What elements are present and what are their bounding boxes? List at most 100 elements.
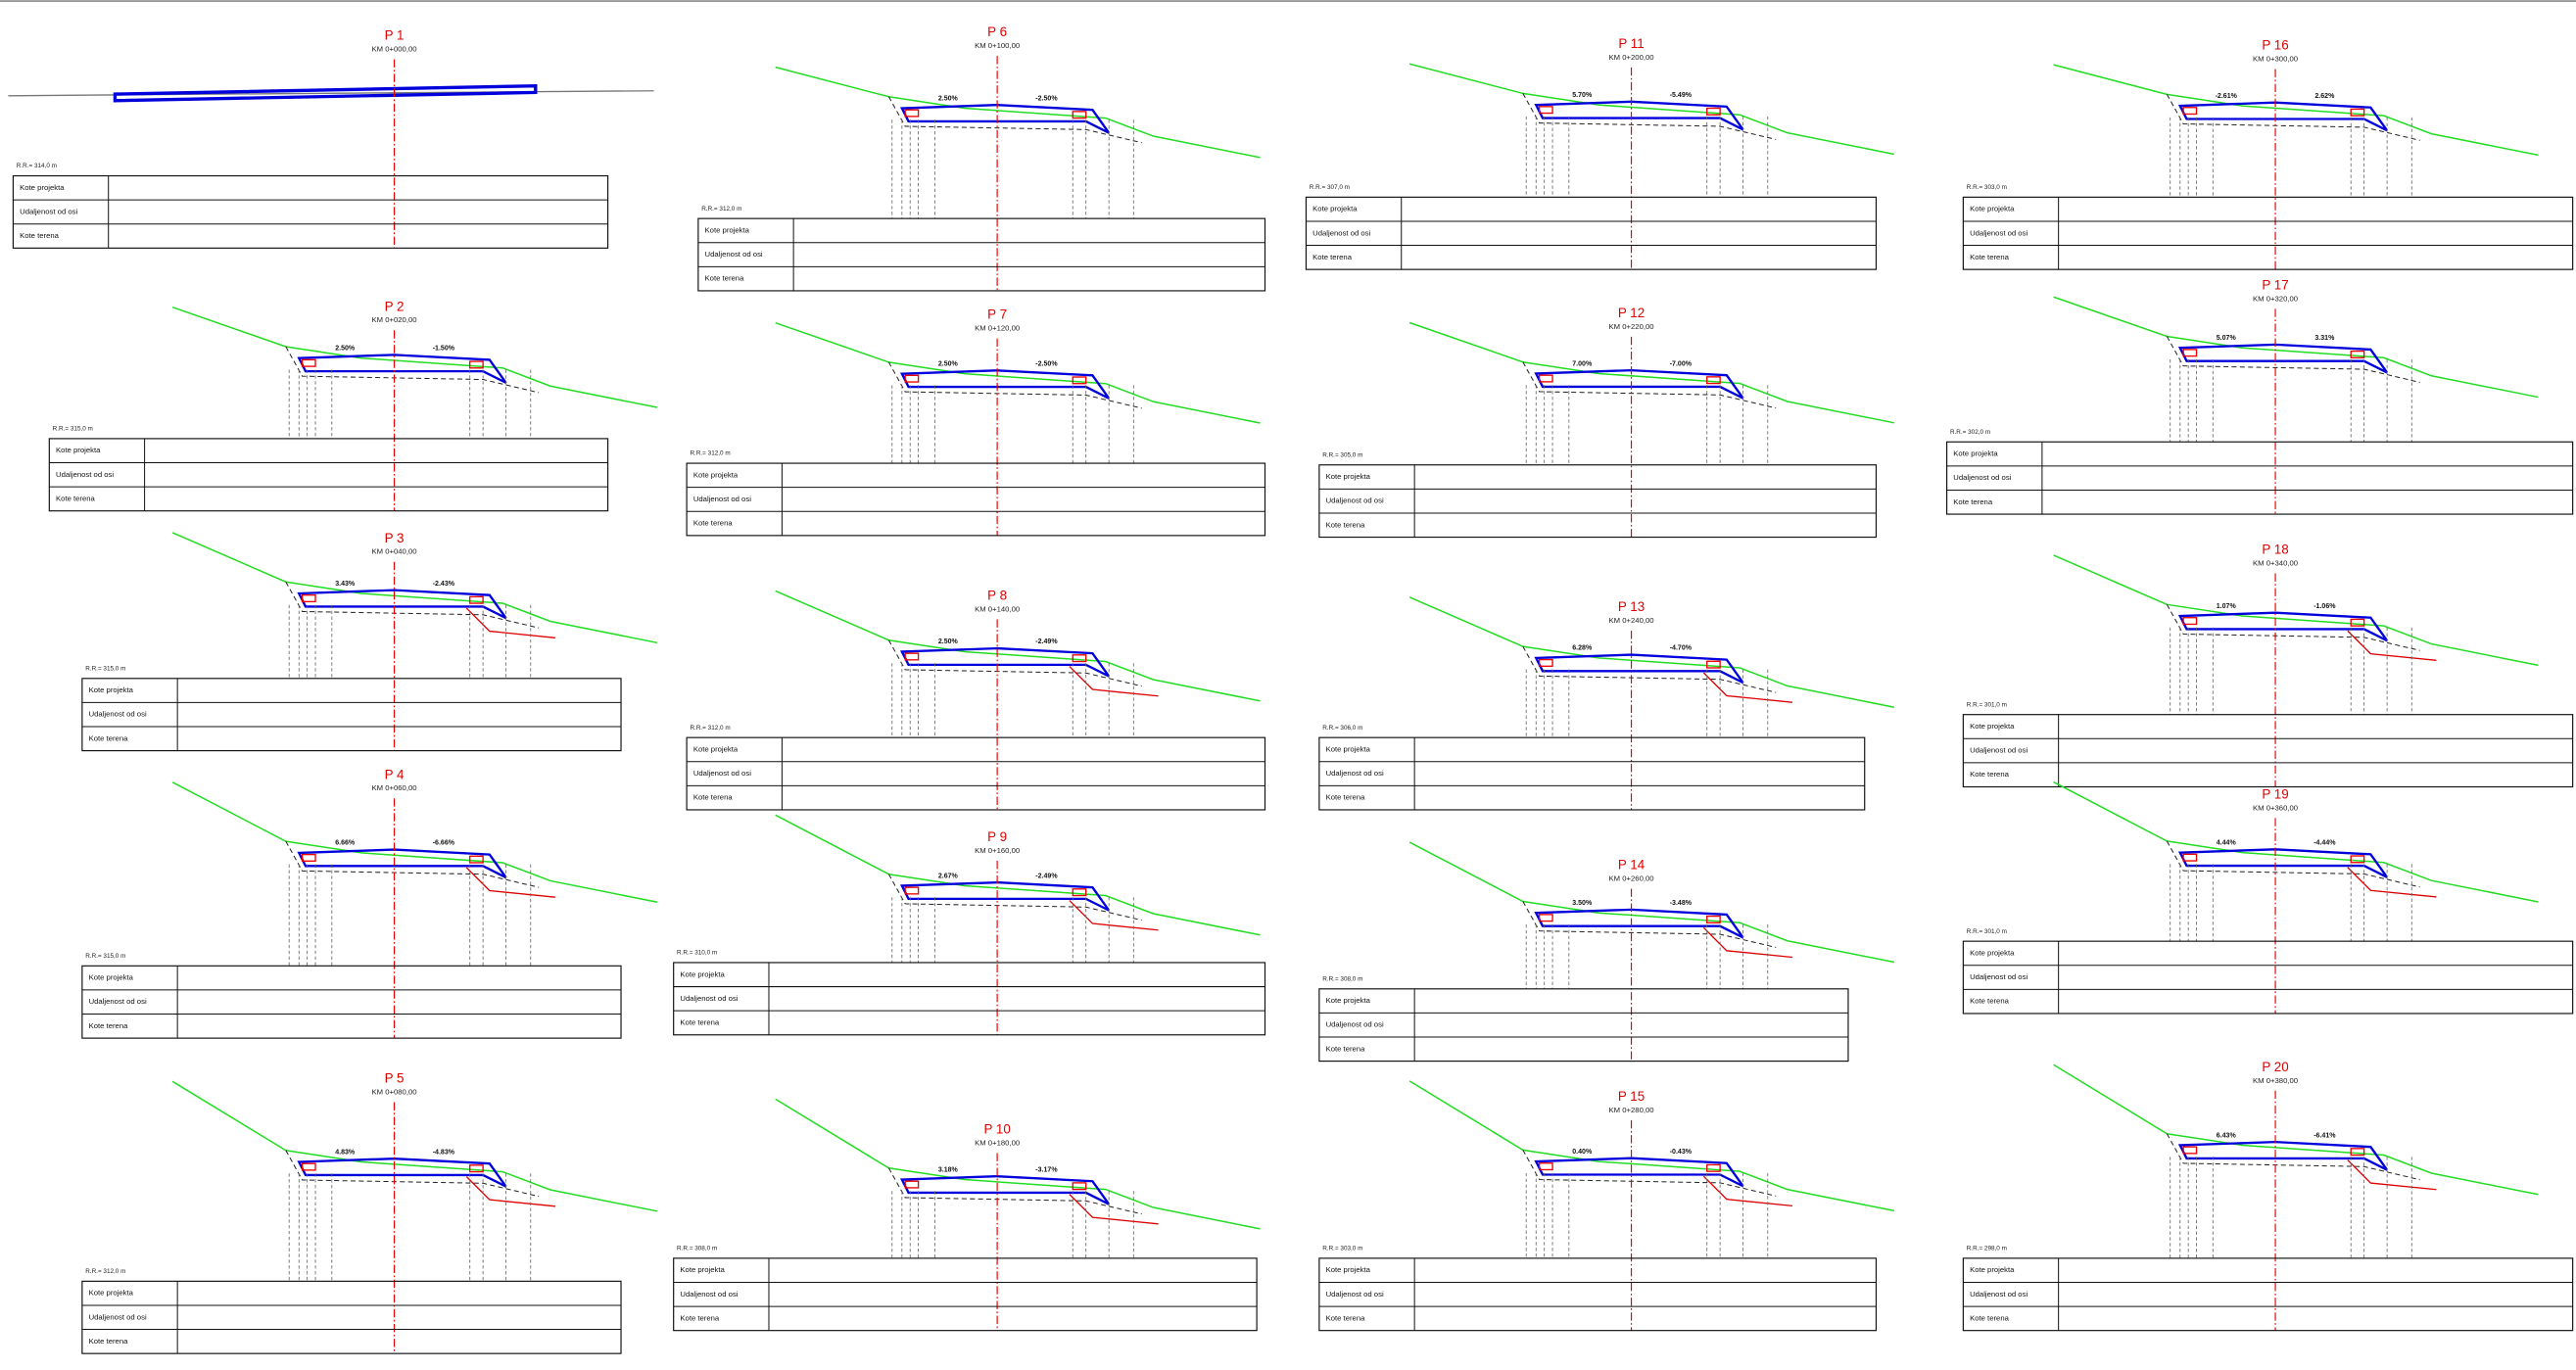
curb [1072, 1182, 1087, 1191]
slope-label: 6.43% [2217, 1132, 2237, 1139]
table-frame [1962, 1257, 2574, 1332]
profile-km: KM 0+340,00 [2253, 558, 2298, 567]
table-row-label: Kote projekta [693, 745, 739, 754]
slope-label: -2.50% [1035, 360, 1058, 367]
table-row-label: Kote projekta [1970, 205, 2015, 213]
profile-title: P 6 [987, 24, 1007, 39]
road-body [899, 1175, 1111, 1205]
curb [904, 374, 920, 383]
curb [2182, 617, 2198, 626]
road-body [899, 103, 1111, 134]
road-body [899, 880, 1111, 912]
terrain-line [171, 1080, 658, 1212]
cut-slope [887, 639, 1142, 687]
profile-km: KM 0+160,00 [975, 846, 1020, 855]
profile-km: KM 0+280,00 [1609, 1106, 1654, 1114]
subgrade-line [1702, 1175, 1792, 1207]
profile-km: KM 0+320,00 [2253, 294, 2298, 303]
profile-title: P 12 [1618, 306, 1645, 320]
slope-label: 6.66% [335, 840, 356, 847]
table-row-label: Udaljenost od osi [680, 1290, 738, 1299]
table-row-label: Kote terena [680, 1313, 720, 1322]
table-frame [1305, 196, 1878, 270]
datum-label: R.R.= 315,0 m [53, 426, 93, 433]
road-body [2177, 1140, 2389, 1171]
terrain-line [775, 66, 1261, 159]
curb [1072, 888, 1087, 897]
cut-slope [2166, 840, 2420, 888]
terrain-line [2053, 296, 2539, 399]
table-row-label: Kote terena [1970, 770, 2010, 779]
table-frame [1318, 1257, 1878, 1332]
profile-km: KM 0+140,00 [975, 604, 1020, 613]
curb [2350, 350, 2365, 358]
curb [1538, 658, 1553, 667]
table-row-label: Udaljenost od osi [1970, 972, 2027, 981]
curb [469, 595, 484, 604]
subgrade-line [1069, 1194, 1159, 1225]
slope-label: -3.48% [1670, 900, 1693, 907]
table-row-label: Kote terena [20, 231, 60, 240]
curb [1706, 107, 1721, 116]
slope-label: 2.50% [335, 346, 356, 353]
table-row-label: Kote projekta [1326, 1265, 1371, 1274]
subgrade-line [1069, 900, 1159, 931]
table-row-label: Kote projekta [20, 183, 65, 192]
table-frame [12, 174, 609, 249]
table-row-label: Udaljenost od osi [20, 207, 77, 215]
profile-km: KM 0+260,00 [1609, 874, 1654, 882]
terrain-line [171, 532, 658, 644]
profile-title: P 1 [385, 28, 405, 43]
profile-km: KM 0+380,00 [2253, 1076, 2298, 1085]
slope-label: -4.44% [2314, 839, 2336, 846]
subgrade-line [1702, 672, 1792, 703]
profile-title: P 14 [1618, 858, 1646, 873]
curb [301, 853, 316, 862]
curb [2350, 108, 2365, 117]
cut-slope [1522, 645, 1777, 693]
subgrade-line [465, 867, 555, 898]
terrain-line [2053, 554, 2539, 667]
table-row-label: Kote projekta [89, 685, 134, 694]
profile-title: P 9 [987, 829, 1007, 844]
subgrade-line [2347, 867, 2437, 898]
table-row-label: Kote terena [1326, 520, 1366, 529]
curb [1706, 915, 1721, 923]
table-row-label: Udaljenost od osi [693, 769, 751, 778]
table-frame [673, 1257, 1258, 1332]
terrain-line [775, 590, 1261, 702]
profile-title: P 15 [1618, 1089, 1645, 1104]
slope-label: 2.50% [938, 360, 959, 367]
table-frame [1318, 464, 1878, 539]
curb [2182, 349, 2198, 357]
datum-label: R.R.= 312,0 m [701, 206, 741, 213]
terrain-line [2053, 780, 2539, 903]
table-frame [1318, 736, 1866, 811]
curb [2350, 618, 2365, 627]
table-row-label: Kote projekta [680, 1265, 725, 1274]
table-row-label: Kote terena [680, 1017, 720, 1026]
road-body [1534, 368, 1744, 400]
slope-label: 2.50% [938, 638, 959, 645]
table-row-label: Kote projekta [1953, 449, 1998, 458]
table-row-label: Kote projekta [1326, 745, 1371, 754]
profile-title: P 2 [385, 299, 405, 313]
curb [469, 855, 484, 864]
table-frame [686, 462, 1266, 537]
table-row-label: Kote projekta [1312, 205, 1358, 213]
slope-label: -4.70% [1670, 645, 1693, 652]
road-body [2177, 343, 2389, 374]
slope-label: 4.83% [335, 1149, 356, 1156]
datum-label: R.R.= 303,0 m [1967, 184, 2007, 191]
terrain-line [775, 321, 1261, 424]
table-row-label: Kote terena [1326, 1313, 1366, 1322]
curb [1072, 654, 1087, 663]
profile-km: KM 0+080,00 [372, 1088, 417, 1097]
road-body [297, 1157, 507, 1188]
road-body [2177, 848, 2389, 878]
slope-label: 0.40% [1572, 1149, 1593, 1156]
curb [469, 1164, 484, 1173]
road-body [2177, 611, 2389, 642]
cut-slope [2166, 336, 2420, 383]
profile-km: KM 0+360,00 [2253, 803, 2298, 812]
